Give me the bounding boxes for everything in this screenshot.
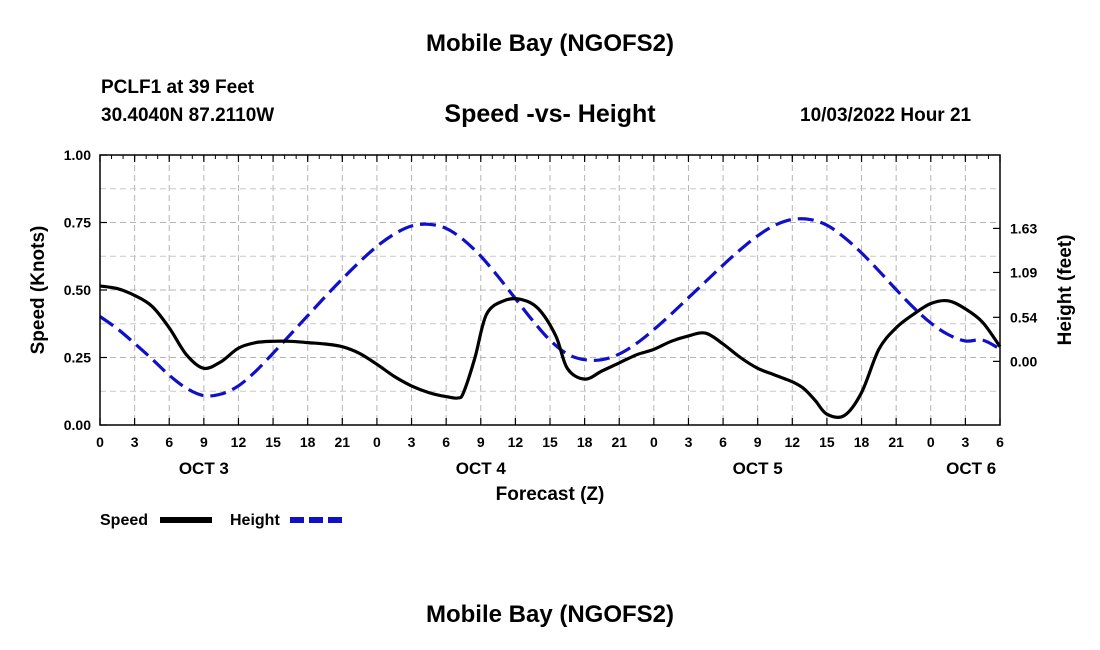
x-tick-label: 6 xyxy=(442,434,450,450)
y2-tick-label: 0.54 xyxy=(1010,309,1037,325)
x-tick-label: 6 xyxy=(719,434,727,450)
y-tick-label: 0.75 xyxy=(64,215,91,231)
x-tick-label: 12 xyxy=(785,434,801,450)
x-tick-label: 15 xyxy=(265,434,281,450)
ticks xyxy=(99,154,1001,426)
x-tick-label: 21 xyxy=(888,434,904,450)
plot-timestamp: 10/03/2022 Hour 21 xyxy=(800,105,972,126)
y-tick-label: 0.50 xyxy=(64,282,91,298)
x-tick-label: 18 xyxy=(300,434,316,450)
x-tick-label: 18 xyxy=(854,434,870,450)
x-tick-label: 0 xyxy=(927,434,935,450)
y2-tick-label: 1.63 xyxy=(1010,220,1037,236)
y-axis-label: Speed (Knots) xyxy=(28,226,49,355)
y2-tick-label: 0.00 xyxy=(1010,353,1037,369)
x-tick-label: 0 xyxy=(96,434,104,450)
x-axis-label: Forecast (Z) xyxy=(496,484,605,505)
main-title: Mobile Bay (NGOFS2) xyxy=(425,30,675,57)
series-line-speed xyxy=(99,284,1002,419)
series-layer xyxy=(99,217,1002,419)
x-tick-label: 3 xyxy=(961,434,969,450)
day-label: OCT 6 xyxy=(946,459,996,478)
bottom-title: Mobile Bay (NGOFS2) xyxy=(425,601,675,628)
x-tick-label: 21 xyxy=(335,434,351,450)
x-tick-label: 15 xyxy=(542,434,558,450)
y-tick-label: 0.25 xyxy=(64,350,91,366)
y2-tick-label: 1.09 xyxy=(1010,264,1037,280)
x-tick-label: 18 xyxy=(577,434,593,450)
day-label: OCT 3 xyxy=(179,459,229,478)
x-tick-label: 9 xyxy=(200,434,208,450)
plot-title: Speed -vs- Height xyxy=(444,100,656,128)
station-name: PCLF1 at 39 Feet xyxy=(101,77,255,98)
x-tick-label: 6 xyxy=(996,434,1004,450)
x-tick-label: 9 xyxy=(754,434,762,450)
legend-height-label: Height xyxy=(230,512,280,529)
x-tick-label: 9 xyxy=(477,434,485,450)
grid-lines xyxy=(100,155,1000,425)
legend-speed-label: Speed xyxy=(100,512,148,529)
x-tick-label: 3 xyxy=(685,434,693,450)
x-tick-label: 3 xyxy=(131,434,139,450)
day-label: OCT 5 xyxy=(733,459,783,478)
x-tick-label: 0 xyxy=(650,434,658,450)
x-tick-label: 15 xyxy=(819,434,835,450)
y2-axis-label: Height (feet) xyxy=(1055,235,1076,346)
x-tick-label: 6 xyxy=(165,434,173,450)
y-tick-label: 1.00 xyxy=(64,147,91,163)
x-tick-label: 12 xyxy=(231,434,247,450)
x-tick-label: 0 xyxy=(373,434,381,450)
x-tick-label: 12 xyxy=(508,434,524,450)
legend: Speed Height xyxy=(100,512,342,529)
tick-labels: 0 3 6 9 12 15 18 21 0 3 6 9 12 15 18 21 0 3 6 9 12 15 18 21 0 3 6O… xyxy=(64,147,1038,478)
y-tick-label: 0.00 xyxy=(64,417,91,433)
x-tick-label: 3 xyxy=(408,434,416,450)
series-line-height xyxy=(99,217,1001,398)
day-label: OCT 4 xyxy=(456,459,507,478)
x-tick-label: 21 xyxy=(611,434,627,450)
station-coords: 30.4040N 87.2110W xyxy=(101,105,275,126)
